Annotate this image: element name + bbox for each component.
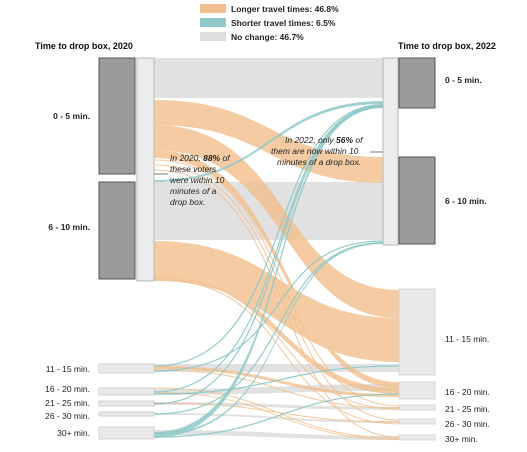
right-node-0-5: [398, 57, 436, 109]
annotation-2020: In 2020, 88% of these voters were within…: [154, 153, 231, 207]
left-labels: 0 - 5 min. 6 - 10 min. 11 - 15 min. 16 -…: [45, 111, 90, 438]
legend-label-same: No change: 46.7%: [231, 32, 304, 42]
right-label-0-5: 0 - 5 min.: [445, 75, 482, 85]
left-label-30plus: 30+ min.: [57, 428, 90, 438]
right-node-21-25: [398, 404, 436, 411]
left-label-21-25: 21 - 25 min.: [45, 398, 90, 408]
teal-thread-a: [153, 104, 384, 367]
legend-swatch-same: [200, 32, 226, 41]
right-node-30plus: [398, 434, 436, 441]
left-node-outline-upper: [136, 57, 155, 282]
teal-thread-d: [153, 242, 384, 415]
teal-thread-c: [153, 106, 384, 405]
left-node-21-25: [98, 400, 155, 407]
right-column-title: Time to drop box, 2022: [398, 41, 496, 51]
annotation-2020-line-4: minutes of a: [170, 186, 217, 196]
flows-shorter-thin: [153, 104, 400, 438]
right-labels: 0 - 5 min. 6 - 10 min. 11 - 15 min. 16 -…: [445, 75, 490, 444]
right-node-16-20: [398, 381, 436, 400]
flow-21-25-to-21-25: [154, 402, 399, 410]
thread-e: [153, 278, 400, 425]
annotation-2020-line-2: these voters: [170, 164, 217, 174]
flows-shorter: [154, 101, 383, 438]
thread-c: [153, 169, 400, 438]
flow-0-5-to-11-15: [154, 125, 399, 318]
annotation-2022-line-2: them are now within 10: [271, 146, 359, 156]
teal-thread-b: [153, 105, 384, 393]
flow-6-10-to-16-20: [154, 270, 399, 394]
flow-6-10-to-11-15: [154, 241, 399, 362]
left-node-11-15: [98, 363, 155, 374]
right-node-outline-upper: [382, 57, 399, 246]
thread-a: [153, 159, 400, 407]
right-label-30plus: 30+ min.: [445, 434, 478, 444]
left-label-6-10: 6 - 10 min.: [48, 222, 90, 232]
left-label-11-15: 11 - 15 min.: [46, 364, 90, 374]
flow-16-20-to-16-20: [154, 384, 399, 395]
flows-longer-thin: [153, 159, 400, 439]
annotation-2020-line-1: In 2020, 88% of: [170, 153, 231, 163]
left-label-0-5: 0 - 5 min.: [53, 111, 90, 121]
left-node-16-20: [98, 387, 155, 396]
left-column-title: Time to drop box, 2020: [35, 41, 133, 51]
left-label-16-20: 16 - 20 min.: [45, 384, 90, 394]
right-label-16-20: 16 - 20 min.: [445, 387, 490, 397]
right-node-11-15: [398, 288, 436, 376]
left-node-6-10: [98, 181, 136, 280]
right-node-26-30: [398, 418, 436, 425]
right-label-6-10: 6 - 10 min.: [445, 196, 487, 206]
thread-d: [153, 276, 400, 410]
legend-swatch-longer: [200, 4, 226, 13]
legend-label-shorter: Shorter travel times: 6.5%: [231, 18, 336, 28]
right-label-26-30: 26 - 30 min.: [445, 419, 490, 429]
legend: Longer travel times: 46.8% Shorter trave…: [200, 4, 339, 42]
teal-thread-f: [153, 365, 400, 395]
annotation-2022-line-1: In 2022, only 56% of: [285, 135, 364, 145]
legend-swatch-shorter: [200, 18, 226, 27]
teal-thread-e: [153, 240, 384, 372]
right-label-21-25: 21 - 25 min.: [445, 404, 490, 414]
right-label-11-15: 11 - 15 min.: [445, 334, 489, 344]
annotation-2020-line-5: drop box.: [170, 197, 205, 207]
left-nodes: [98, 57, 155, 440]
annotation-2022: In 2022, only 56% of them are now within…: [271, 135, 383, 167]
flow-0-5-to-0-5: [154, 58, 383, 98]
left-node-26-30: [98, 411, 155, 417]
thread-b: [153, 164, 400, 421]
annotation-2020-line-3: were within 10: [170, 175, 225, 185]
teal-thread-g: [153, 393, 400, 438]
left-node-30plus: [98, 426, 155, 440]
right-nodes: [382, 57, 436, 441]
flow-11-15-to-16-20: [154, 366, 399, 397]
left-node-0-5: [98, 57, 136, 175]
flow-6-10-to-0-5: [154, 101, 383, 182]
thread-g: [153, 402, 400, 423]
right-node-6-10: [398, 156, 436, 245]
legend-label-longer: Longer travel times: 46.8%: [231, 4, 339, 14]
flow-26-30-to-26-30: [154, 413, 399, 423]
thread-h: [153, 369, 400, 409]
annotation-2022-line-3: minutes of a drop box.: [277, 157, 361, 167]
left-label-26-30: 26 - 30 min.: [45, 411, 90, 421]
